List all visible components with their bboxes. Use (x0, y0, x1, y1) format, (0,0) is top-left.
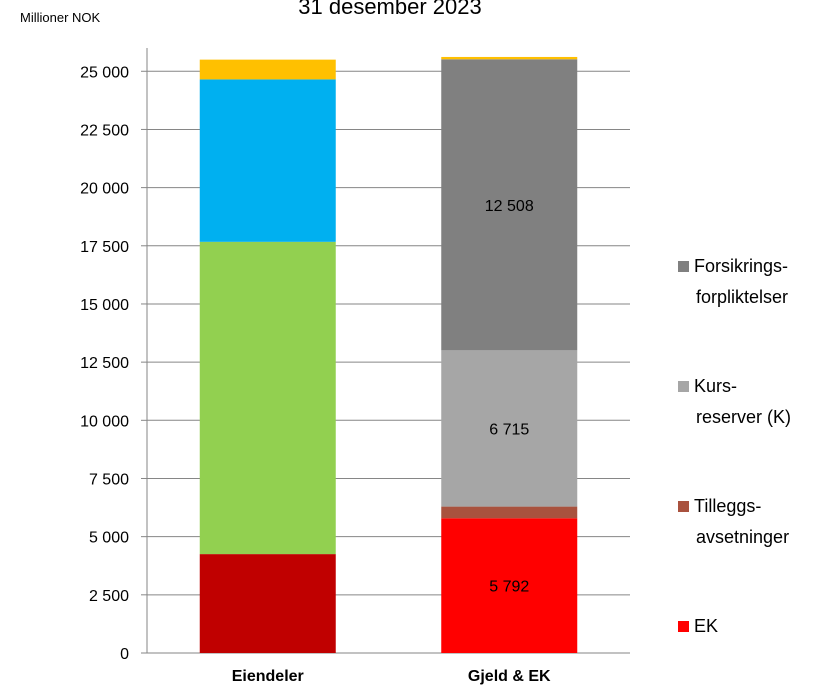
chart-title: 31 desember 2023 (298, 0, 481, 19)
y-tick-label: 5 000 (89, 530, 129, 547)
y-tick-label: 12 500 (80, 355, 129, 372)
x-tick-label: Eiendeler (232, 668, 304, 685)
y-tick-label: 0 (120, 646, 129, 663)
data-label: 6 715 (489, 421, 529, 438)
legend-marker (678, 261, 689, 272)
bar-segment (199, 59, 336, 80)
y-tick-label: 2 500 (89, 588, 129, 605)
bar-segment (441, 59, 578, 351)
y-axis-label: Millioner NOK (20, 10, 101, 25)
legend-label: Kurs-reserver (K) (694, 376, 791, 427)
y-tick-label: 22 500 (80, 122, 129, 139)
bar-segment (199, 241, 336, 555)
legend-label: Tilleggs-avsetninger (694, 496, 789, 547)
legend-marker (678, 381, 689, 392)
x-tick-label: Gjeld & EK (468, 668, 551, 685)
y-tick-label: 17 500 (80, 239, 129, 256)
bar-segment (199, 79, 336, 242)
y-tick-label: 7 500 (89, 471, 129, 488)
bar-segment (441, 56, 578, 60)
y-tick-label: 25 000 (80, 64, 129, 81)
bar-segment (441, 506, 578, 519)
y-tick-label: 10 000 (80, 413, 129, 430)
data-label: 12 508 (485, 198, 534, 215)
bar-segment (199, 554, 336, 653)
bar-segment (441, 518, 578, 653)
legend-label: Forsikrings-forpliktelser (694, 256, 788, 307)
legend-marker (678, 501, 689, 512)
legend-label: EK (694, 616, 718, 636)
y-tick-label: 20 000 (80, 181, 129, 198)
data-label: 5 792 (489, 579, 529, 596)
y-tick-label: 15 000 (80, 297, 129, 314)
bar-segment (441, 350, 578, 507)
legend-marker (678, 621, 689, 632)
